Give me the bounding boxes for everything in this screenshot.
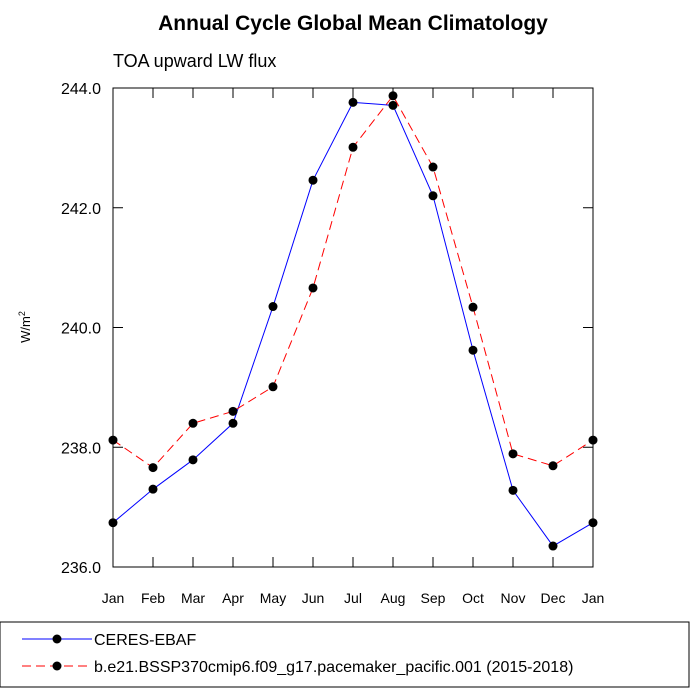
series-2-point bbox=[588, 435, 598, 445]
series-2-point bbox=[508, 449, 518, 459]
legend-marker-2 bbox=[52, 661, 62, 671]
x-tick-label: Jun bbox=[302, 590, 325, 606]
series-2-point bbox=[308, 283, 318, 293]
chart-title: Annual Cycle Global Mean Climatology bbox=[158, 12, 548, 35]
series-2-point bbox=[548, 461, 558, 471]
series-2-point bbox=[348, 142, 358, 152]
x-tick-label: Mar bbox=[181, 590, 205, 606]
series-2-point bbox=[108, 435, 118, 445]
series-1-point bbox=[428, 191, 438, 201]
y-tick-label: 244.0 bbox=[61, 81, 101, 98]
series-1-point bbox=[108, 518, 118, 528]
x-tick-label: Feb bbox=[141, 590, 165, 606]
series-2-point bbox=[428, 162, 438, 172]
y-axis-label-superscript: 2 bbox=[17, 311, 27, 316]
series-1-point bbox=[228, 418, 238, 428]
y-tick-label: 242.0 bbox=[61, 201, 101, 218]
series-2-point bbox=[388, 91, 398, 101]
x-tick-label: May bbox=[260, 590, 286, 606]
x-tick-label: Oct bbox=[462, 590, 484, 606]
chart-subtitle: TOA upward LW flux bbox=[113, 51, 276, 71]
legend-marker-1 bbox=[52, 634, 62, 644]
x-tick-label: Jul bbox=[344, 590, 362, 606]
plot-frame bbox=[112, 87, 594, 568]
series-2-point bbox=[268, 382, 278, 392]
y-tick-label: 238.0 bbox=[61, 440, 101, 457]
series-1-point bbox=[148, 484, 158, 494]
x-tick-label: Nov bbox=[501, 590, 526, 606]
x-tick-label: Jan bbox=[582, 590, 605, 606]
series-2-point bbox=[468, 302, 478, 312]
series-2-point bbox=[228, 406, 238, 416]
legend-label-2: b.e21.BSSP370cmip6.f09_g17.pacemaker_pac… bbox=[94, 659, 573, 676]
x-tick-label: Jan bbox=[102, 590, 125, 606]
y-tick-label: 240.0 bbox=[61, 321, 101, 338]
x-tick-label: Aug bbox=[381, 590, 406, 606]
x-tick-label: Dec bbox=[541, 590, 566, 606]
x-tick-label: Apr bbox=[222, 590, 244, 606]
series-2-point bbox=[148, 463, 158, 473]
series-1-point bbox=[588, 518, 598, 528]
series-2-point bbox=[188, 418, 198, 428]
series-1-point bbox=[548, 541, 558, 551]
series-1-point bbox=[308, 175, 318, 185]
series-1-point bbox=[268, 302, 278, 312]
series-1-point bbox=[388, 100, 398, 110]
series-1-point bbox=[508, 485, 518, 495]
series-1-point bbox=[348, 97, 358, 107]
series-1-point bbox=[188, 455, 198, 465]
legend-label-1: CERES-EBAF bbox=[94, 632, 196, 649]
y-axis-label: W/m2 bbox=[17, 311, 33, 343]
series-1-point bbox=[468, 345, 478, 355]
x-tick-label: Sep bbox=[421, 590, 446, 606]
y-tick-label: 236.0 bbox=[61, 560, 101, 577]
series-line-1 bbox=[112, 101, 594, 547]
legend-box bbox=[0, 621, 690, 688]
y-axis-label-unit: W/m bbox=[18, 316, 33, 343]
